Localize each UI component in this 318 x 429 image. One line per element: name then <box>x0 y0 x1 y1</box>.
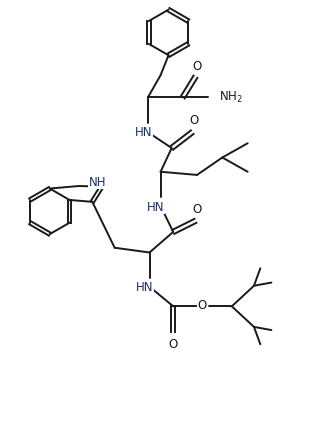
Text: NH: NH <box>89 176 107 189</box>
Text: HN: HN <box>135 127 152 139</box>
Text: O: O <box>192 60 202 73</box>
Text: O: O <box>192 203 202 216</box>
Text: HN: HN <box>147 201 165 214</box>
Text: HN: HN <box>136 281 154 294</box>
Text: O: O <box>198 299 207 312</box>
Text: O: O <box>169 338 178 351</box>
Text: NH$_2$: NH$_2$ <box>219 90 243 105</box>
Text: O: O <box>189 115 198 127</box>
